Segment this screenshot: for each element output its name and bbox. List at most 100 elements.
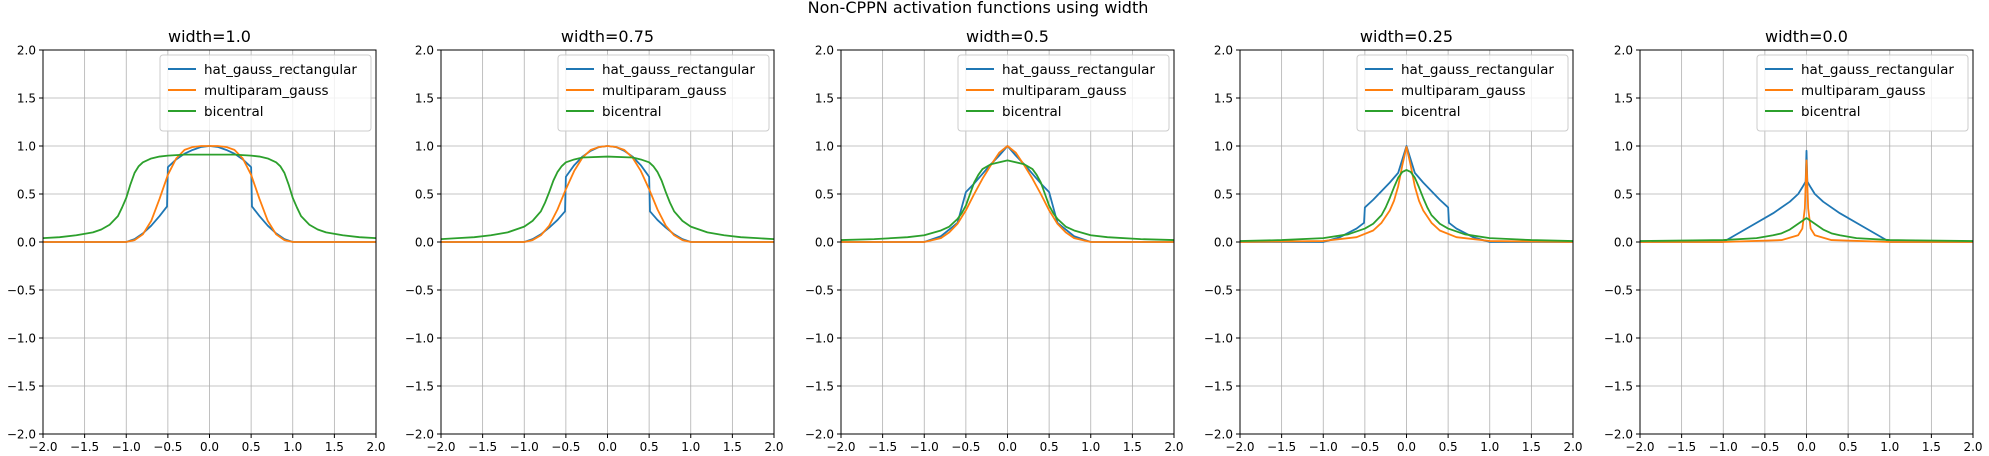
- legend-label-hat_gauss_rectangular: hat_gauss_rectangular: [1401, 62, 1554, 78]
- y-tick-label: −2.0: [405, 428, 434, 442]
- x-tick-label: 2.0: [1563, 440, 1582, 454]
- x-tick-label: 1.0: [283, 440, 302, 454]
- y-tick-label: −1.0: [1204, 332, 1233, 346]
- y-tick-label: −1.5: [405, 380, 434, 394]
- legend-label-multiparam_gauss: multiparam_gauss: [204, 83, 329, 99]
- x-tick-label: 0.0: [998, 440, 1017, 454]
- figure-title: Non-CPPN activation functions using widt…: [808, 0, 1149, 17]
- y-tick-label: 2.0: [815, 44, 834, 58]
- legend-label-hat_gauss_rectangular: hat_gauss_rectangular: [204, 62, 357, 78]
- x-tick-label: −2.0: [1225, 440, 1254, 454]
- y-tick-label: 0.0: [415, 236, 434, 250]
- x-tick-label: 1.5: [1123, 440, 1142, 454]
- x-tick-label: −1.0: [510, 440, 539, 454]
- x-tick-label: 2.0: [366, 440, 385, 454]
- series-line-multiparam_gauss: [1640, 159, 1973, 243]
- y-tick-label: −2.0: [1204, 428, 1233, 442]
- x-tick-label: 1.0: [681, 440, 700, 454]
- legend-label-bicentral: bicentral: [1401, 104, 1460, 120]
- y-tick-label: −1.0: [7, 332, 36, 346]
- legend-label-bicentral: bicentral: [1002, 104, 1061, 120]
- x-tick-label: 0.0: [1397, 440, 1416, 454]
- y-tick-label: 1.5: [815, 92, 834, 106]
- x-tick-label: 0.0: [1797, 440, 1816, 454]
- subplot-title: width=0.75: [561, 27, 654, 46]
- legend: hat_gauss_rectangular multiparam_gaussbic…: [1356, 54, 1569, 132]
- x-tick-label: 0.5: [1839, 440, 1858, 454]
- y-tick-label: 1.5: [415, 92, 434, 106]
- subplot-3: −2.0 −1.5 −1.0 −0.5 0.0 0.5 1.0 1.5 2.0−2.0−1.5−…: [805, 27, 1184, 454]
- x-tick-label: 1.0: [1081, 440, 1100, 454]
- legend-box: [1356, 54, 1569, 132]
- x-tick-label: −2.0: [28, 440, 57, 454]
- x-tick-label: −1.5: [468, 440, 497, 454]
- x-tick-label: 1.0: [1480, 440, 1499, 454]
- legend-box: [1756, 54, 1969, 132]
- y-tick-label: −1.5: [805, 380, 834, 394]
- y-tick-label: 2.0: [1614, 44, 1633, 58]
- x-tick-label: −0.5: [951, 440, 980, 454]
- legend-label-bicentral: bicentral: [1801, 104, 1860, 120]
- y-tick-label: 0.0: [815, 236, 834, 250]
- y-tick-label: 1.0: [1614, 140, 1633, 154]
- y-tick-label: −0.5: [1604, 284, 1633, 298]
- x-tick-label: −2.0: [426, 440, 455, 454]
- x-tick-label: 2.0: [764, 440, 783, 454]
- series-line-bicentral: [42, 153, 377, 240]
- y-tick-label: 1.5: [1614, 92, 1633, 106]
- x-tick-label: −0.5: [153, 440, 182, 454]
- y-tick-label: 2.0: [17, 44, 36, 58]
- series-line-multiparam_gauss: [441, 145, 774, 243]
- y-tick-label: 0.5: [17, 188, 36, 202]
- y-tick-label: −1.5: [1604, 380, 1633, 394]
- panels: −2.0 −1.5 −1.0 −0.5 0.0 0.5 1.0 1.5 2.0−2.0−1.5−…: [7, 27, 1983, 454]
- subplot-title: width=0.0: [1765, 27, 1848, 46]
- y-tick-label: 2.0: [1214, 44, 1233, 58]
- x-tick-label: 1.0: [1880, 440, 1899, 454]
- y-tick-label: 0.5: [815, 188, 834, 202]
- series-line-bicentral: [1639, 217, 1974, 242]
- x-tick-label: 0.0: [200, 440, 219, 454]
- y-tick-label: −2.0: [805, 428, 834, 442]
- y-tick-label: 2.0: [415, 44, 434, 58]
- y-tick-label: −1.5: [7, 380, 36, 394]
- x-tick-label: 0.0: [598, 440, 617, 454]
- y-tick-label: −0.5: [7, 284, 36, 298]
- y-tick-label: −2.0: [7, 428, 36, 442]
- series-line-bicentral: [440, 155, 775, 241]
- x-tick-label: −1.0: [112, 440, 141, 454]
- legend-label-multiparam_gauss: multiparam_gauss: [1002, 83, 1127, 99]
- y-tick-label: −2.0: [1604, 428, 1633, 442]
- x-tick-label: 1.5: [723, 440, 742, 454]
- x-tick-label: 1.5: [1922, 440, 1941, 454]
- x-tick-label: −1.5: [1667, 440, 1696, 454]
- series-line-hat_gauss_rectangular: [1240, 145, 1573, 243]
- x-tick-label: −1.5: [70, 440, 99, 454]
- legend: hat_gauss_rectangular multiparam_gaussbic…: [1756, 54, 1969, 132]
- series-line-multiparam_gauss: [43, 145, 376, 243]
- x-tick-label: 1.5: [325, 440, 344, 454]
- legend-box: [159, 54, 372, 132]
- y-tick-label: 0.5: [415, 188, 434, 202]
- x-tick-label: −1.0: [910, 440, 939, 454]
- y-tick-label: −0.5: [1204, 284, 1233, 298]
- y-tick-label: −0.5: [805, 284, 834, 298]
- series-line-multiparam_gauss: [1239, 146, 1574, 243]
- legend-label-hat_gauss_rectangular: hat_gauss_rectangular: [1801, 62, 1954, 78]
- y-tick-label: −1.5: [1204, 380, 1233, 394]
- x-tick-label: −0.5: [1750, 440, 1779, 454]
- subplot-title: width=0.25: [1360, 27, 1453, 46]
- x-tick-label: 0.5: [1040, 440, 1059, 454]
- legend-label-bicentral: bicentral: [602, 104, 661, 120]
- x-tick-label: 2.0: [1164, 440, 1183, 454]
- y-tick-label: 1.0: [415, 140, 434, 154]
- legend-label-bicentral: bicentral: [204, 104, 263, 120]
- x-tick-label: −0.5: [1350, 440, 1379, 454]
- x-tick-label: −2.0: [826, 440, 855, 454]
- y-tick-label: 0.0: [1614, 236, 1633, 250]
- y-tick-label: 1.0: [1214, 140, 1233, 154]
- x-tick-label: −1.0: [1709, 440, 1738, 454]
- y-tick-label: −1.0: [805, 332, 834, 346]
- y-tick-label: 1.5: [1214, 92, 1233, 106]
